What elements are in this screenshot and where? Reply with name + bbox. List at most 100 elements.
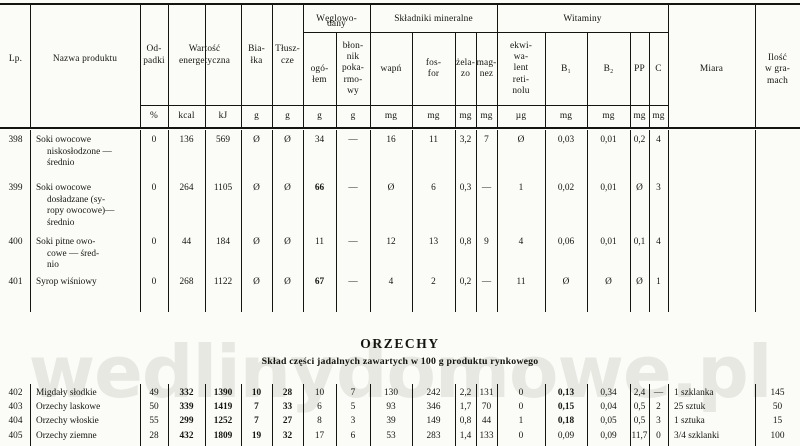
cell-kj: 1809: [213, 430, 233, 441]
rule-v-body2-blonnik: [370, 384, 371, 446]
table-row-name: Orzechy włoskie: [36, 416, 99, 427]
header-col-tluszcze-line1: Tłusz-: [275, 43, 300, 54]
cell-zelazo: 0,3: [459, 183, 472, 193]
header-col-zelazo-line1: żela-: [456, 57, 475, 68]
table-soki-body: Soki owocowe niskosłodzone — średnio 398 0 13…: [0, 130, 800, 312]
table-row-name: Orzechy ziemne: [36, 430, 97, 441]
header-unit-tluszcze: g: [285, 111, 290, 122]
cell-tluszcze: 28: [282, 388, 293, 398]
cell-b1: 0,15: [557, 402, 575, 413]
rule-v-body1-odpadki: [168, 130, 169, 312]
rule-v-nazwa: [140, 5, 141, 128]
cell-kj: 1419: [213, 402, 233, 413]
rule-v-body2-bialka: [272, 384, 273, 446]
cell-miara: 3/4 szklanki: [674, 430, 720, 441]
cell-lp: 399: [8, 183, 23, 193]
cell-magnez: 9: [484, 237, 489, 247]
cell-wapn: 16: [386, 135, 396, 145]
rule-h-witaminy: [497, 32, 668, 33]
cell-odpadki: 50: [149, 402, 159, 413]
cell-zelazo: 3,2: [459, 135, 472, 145]
header-col-b1: B₁: [561, 64, 571, 75]
rule-v-body2-kj: [241, 384, 242, 446]
cell-fosfor: 149: [426, 416, 441, 427]
cell-zelazo: 1,4: [459, 430, 472, 441]
cell-b2: 0,34: [600, 388, 617, 398]
rule-v-witaminy: [668, 5, 669, 128]
cell-pp: 11,7: [631, 430, 648, 441]
rule-v-body2-zelazo: [476, 384, 477, 446]
header-col-fosfor-line2: for: [427, 68, 440, 79]
rule-v-body2-ogolem: [336, 384, 337, 446]
cell-tluszcze: 32: [282, 430, 293, 441]
cell-pp: 0,1: [633, 237, 646, 247]
header-col-zelazo-line2: zo: [460, 68, 471, 79]
cell-kj: 1122: [213, 277, 233, 287]
rule-v-body1-kj: [241, 130, 242, 312]
cell-b1: 0,03: [557, 135, 575, 145]
cell-retinol: 1: [518, 183, 524, 193]
rule-h-skladniki: [370, 32, 497, 33]
header-unit-ogolem: g: [317, 111, 322, 122]
rule-v-body1-b2: [630, 130, 631, 312]
rule-h-header-bottom: [0, 127, 800, 129]
cell-magnez: 131: [479, 388, 494, 398]
header-col-odpadki-line1: Od-: [146, 43, 162, 54]
product-name-line: Syrop wiśniowy: [36, 277, 97, 287]
cell-bialka: Ø: [253, 183, 260, 193]
cell-odpadki: 28: [149, 430, 159, 441]
cell-fosfor: 2: [431, 277, 436, 287]
cell-c: 3: [656, 416, 661, 427]
cell-lp: 404: [8, 416, 23, 427]
rule-v-body1-magnez: [497, 130, 498, 312]
cell-blonnik: —: [348, 183, 358, 193]
product-name-line: średnio: [47, 217, 75, 228]
rule-v-body1-zelazo: [476, 130, 477, 312]
cell-fosfor: 283: [426, 430, 441, 441]
rule-v-miara: [755, 5, 756, 128]
cell-tluszcze: 27: [282, 416, 293, 427]
table-row-name: Migdały słodkie: [36, 388, 97, 398]
cell-kcal: 44: [181, 237, 192, 247]
cell-bialka: Ø: [253, 135, 260, 145]
section-title: ORZECHY: [360, 336, 440, 351]
cell-bialka: 19: [251, 430, 262, 441]
header-unit-kcal: kcal: [178, 111, 195, 122]
rule-v-zelazo-magnez: [476, 32, 477, 128]
header-col-ilosc-w-gramach: Ilość w gra- mach: [764, 53, 791, 86]
header-group-witaminy: Witaminy: [563, 14, 602, 25]
cell-miara: 25 sztuk: [674, 402, 706, 413]
cell-kj: 1252: [213, 416, 233, 427]
header-col-wapn: wapń: [380, 63, 402, 74]
cell-kcal: 332: [179, 388, 194, 398]
header-col-blonnik-pokarmowy: błon- nik poka- rmo- wy: [341, 41, 365, 96]
cell-wegl-ogolem: 66: [314, 183, 325, 193]
rule-v-body2-miara: [755, 384, 756, 446]
cell-lp: 405: [8, 430, 23, 441]
cell-fosfor: 346: [426, 402, 441, 413]
cell-magnez: 70: [481, 402, 492, 413]
cell-blonnik: 7: [350, 388, 356, 398]
rule-v-body1-bialka: [272, 130, 273, 312]
rule-v-tluszcze: [303, 5, 304, 128]
cell-b1: 0,06: [557, 237, 575, 247]
rule-v-body1-miara: [755, 130, 756, 312]
cell-kj: 184: [216, 237, 230, 247]
cell-zelazo: 1,7: [459, 402, 472, 413]
cell-lp: 401: [8, 277, 23, 287]
section-orzechy: ORZECHY Skład części jadalnych zawartych…: [0, 336, 800, 367]
rule-v-body2-wapn: [412, 384, 413, 446]
header-col-lp: Lp.: [8, 54, 23, 65]
rule-v-b2-pp: [630, 32, 631, 128]
cell-wegl-ogolem: 11: [315, 237, 324, 247]
cell-ilosc: 100: [770, 430, 785, 441]
rule-v-lp: [30, 5, 31, 128]
header-col-fosfor-line1: fos-: [425, 57, 442, 68]
cell-b2: 0,04: [600, 402, 617, 413]
cell-b2: Ø: [605, 277, 612, 287]
section-subtitle: Skład części jadalnych zawartych w 100 g…: [261, 356, 539, 367]
cell-wegl-ogolem: 6: [317, 402, 322, 413]
cell-c: 4: [656, 237, 661, 247]
cell-lp: 400: [8, 237, 23, 247]
